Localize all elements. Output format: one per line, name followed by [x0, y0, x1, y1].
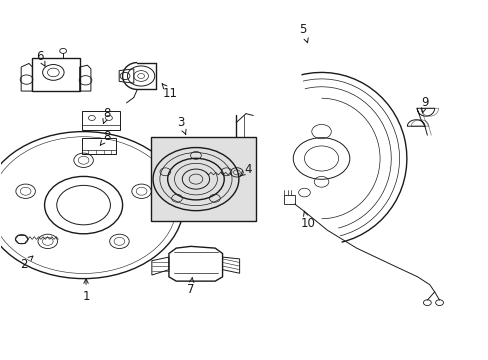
Text: 7: 7	[187, 277, 194, 296]
Text: 9: 9	[420, 96, 428, 113]
Text: 6: 6	[36, 50, 45, 66]
Text: 8: 8	[102, 107, 110, 123]
Bar	[284, 195, 294, 204]
Text: 5: 5	[299, 23, 307, 43]
Bar	[151, 137, 255, 221]
Text: 3: 3	[177, 116, 185, 135]
Text: 2: 2	[20, 256, 33, 271]
Text: 11: 11	[162, 84, 178, 100]
Text: 10: 10	[300, 211, 315, 230]
Text: 1: 1	[82, 279, 90, 303]
Text: 8: 8	[100, 130, 110, 145]
Text: 4: 4	[239, 163, 252, 176]
